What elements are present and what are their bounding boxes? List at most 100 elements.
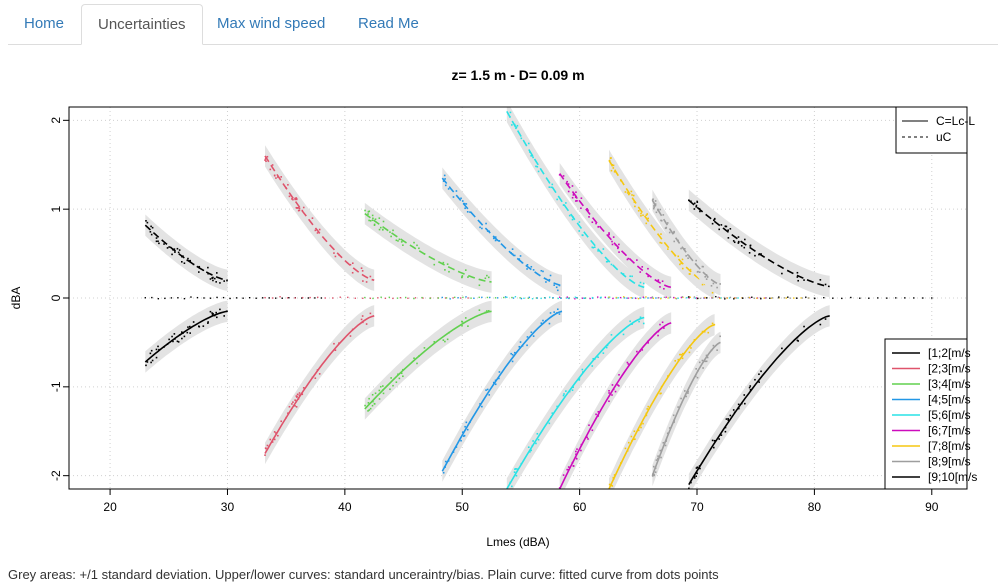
data-dot — [171, 254, 173, 256]
data-dot — [597, 356, 599, 358]
data-dot — [642, 423, 644, 425]
data-dot — [592, 297, 593, 298]
data-dot — [588, 424, 590, 426]
data-dot — [532, 157, 534, 159]
data-dot — [549, 297, 550, 298]
data-dot — [643, 283, 645, 285]
data-dot — [503, 297, 504, 298]
data-dot — [686, 297, 687, 298]
data-dot — [236, 297, 237, 298]
data-dot — [803, 279, 805, 281]
data-dot — [636, 259, 638, 261]
tab-read-me[interactable]: Read Me — [342, 4, 435, 44]
data-dot — [479, 297, 480, 298]
data-dot — [749, 387, 751, 389]
data-dot — [370, 298, 371, 299]
data-dot — [582, 297, 583, 298]
data-dot — [181, 261, 183, 263]
data-dot — [158, 298, 159, 299]
data-dot — [711, 285, 713, 287]
data-dot — [528, 143, 530, 145]
data-dot — [702, 266, 704, 268]
data-dot — [308, 297, 309, 298]
data-dot — [152, 227, 154, 229]
data-dot — [549, 186, 551, 188]
data-dot — [754, 379, 756, 381]
data-dot — [156, 357, 158, 359]
data-dot — [526, 345, 528, 347]
data-dot — [453, 196, 455, 198]
data-dot — [287, 184, 289, 186]
data-dot — [667, 248, 669, 250]
data-dot — [695, 297, 696, 298]
data-dot — [841, 298, 842, 299]
data-dot — [868, 298, 869, 299]
data-dot — [397, 297, 398, 298]
x-tick-label-2: 40 — [338, 500, 352, 514]
data-dot — [886, 297, 887, 298]
data-dot — [660, 298, 661, 299]
data-dot — [640, 282, 642, 284]
data-dot — [591, 247, 593, 249]
data-dot — [164, 298, 165, 299]
data-dot — [296, 207, 298, 209]
data-dot — [565, 390, 567, 392]
data-dot — [744, 239, 746, 241]
data-dot — [219, 282, 221, 284]
tab-home[interactable]: Home — [8, 4, 80, 44]
data-dot — [392, 298, 393, 299]
data-dot — [716, 349, 718, 351]
data-dot — [467, 325, 469, 327]
data-dot — [370, 220, 372, 222]
data-dot — [557, 290, 559, 292]
tab-max-wind-speed[interactable]: Max wind speed — [201, 4, 341, 44]
legend-linetype-label: uC — [936, 130, 952, 144]
chart-caption: Grey areas: +/1 standard deviation. Uppe… — [8, 567, 719, 582]
data-dot — [618, 244, 620, 246]
data-dot — [631, 436, 633, 438]
data-dot — [652, 296, 653, 297]
data-dot — [372, 394, 374, 396]
data-dot — [193, 321, 195, 323]
data-dot — [368, 402, 370, 404]
tab-uncertainties[interactable]: Uncertainties — [81, 4, 203, 45]
data-dot — [625, 191, 627, 193]
data-dot — [335, 256, 337, 258]
data-dot — [642, 214, 644, 216]
data-dot — [613, 236, 615, 238]
data-dot — [145, 365, 147, 367]
data-dot — [302, 297, 303, 298]
data-dot — [147, 222, 149, 224]
data-dot — [781, 348, 783, 350]
legend-class-label: [9;10[m/s — [928, 470, 977, 484]
data-dot — [207, 321, 209, 323]
data-dot — [368, 210, 370, 212]
data-dot — [618, 251, 620, 253]
data-dot — [495, 297, 496, 298]
data-dot — [610, 157, 612, 159]
data-dot — [364, 297, 365, 298]
data-dot — [399, 378, 401, 380]
data-dot — [454, 297, 455, 298]
legend-class-label: [4;5[m/s — [928, 393, 971, 407]
data-dot — [581, 197, 583, 199]
data-dot — [751, 297, 752, 298]
data-dot — [402, 375, 404, 377]
data-dot — [216, 297, 217, 298]
data-dot — [510, 112, 512, 114]
data-dot — [653, 208, 655, 210]
data-dot — [560, 298, 561, 299]
data-dot — [510, 353, 512, 355]
data-dot — [730, 415, 732, 417]
data-dot — [319, 229, 321, 231]
data-dot — [332, 297, 333, 298]
data-dot — [312, 217, 314, 219]
data-dot — [396, 239, 398, 241]
data-dot — [650, 297, 651, 298]
data-dot — [684, 390, 686, 392]
data-dot — [592, 429, 594, 431]
data-dot — [572, 219, 574, 221]
data-dot — [269, 297, 270, 298]
data-dot — [641, 266, 643, 268]
data-dot — [537, 297, 538, 298]
